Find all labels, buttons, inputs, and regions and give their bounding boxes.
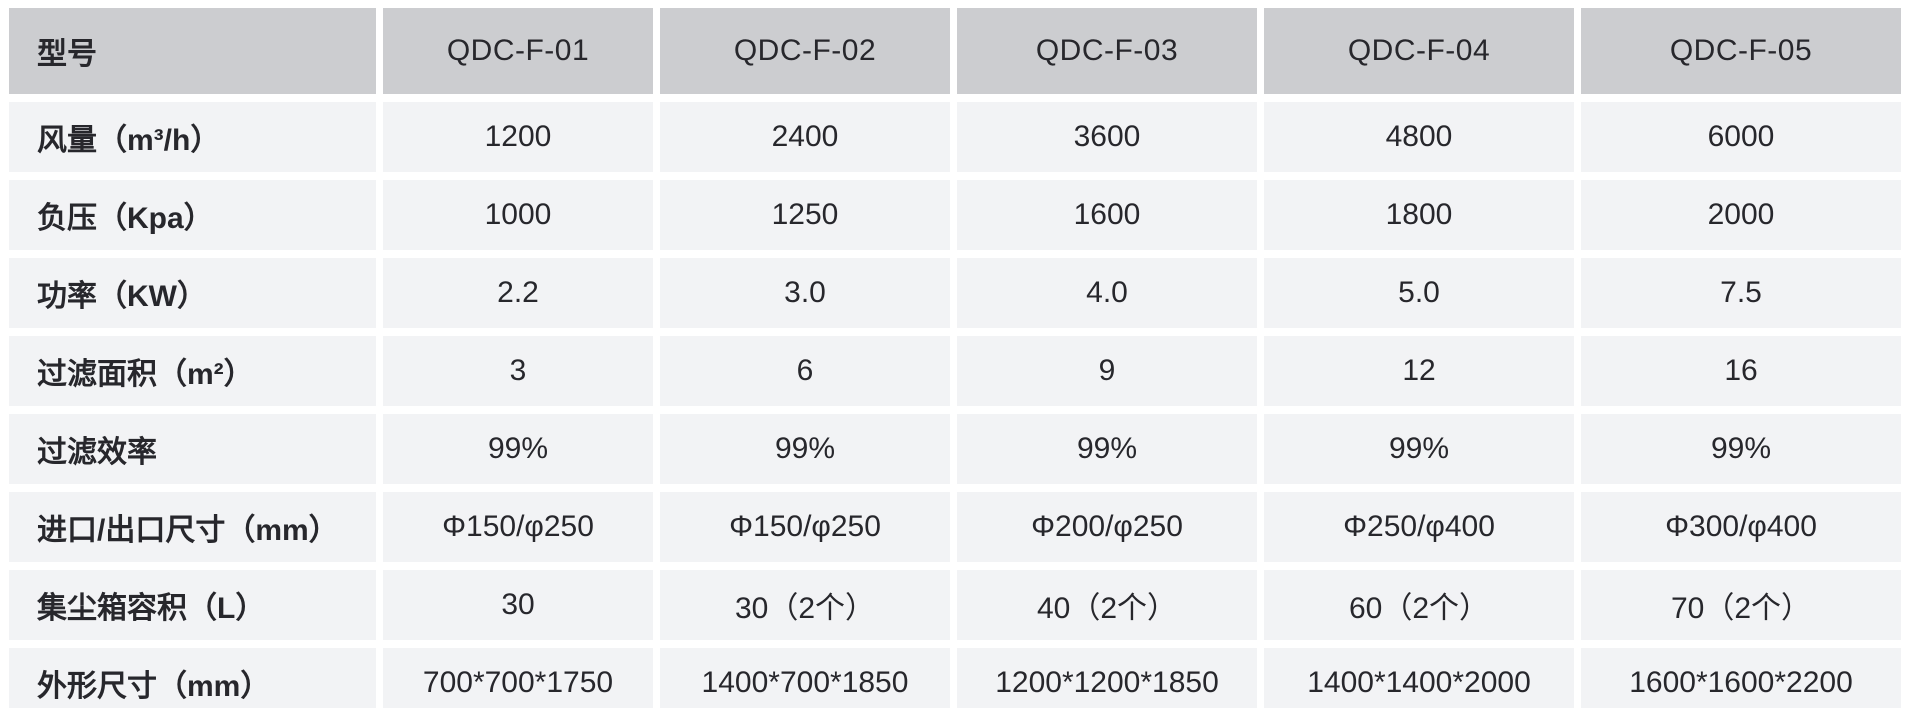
value-cell: 3600 [957,102,1257,172]
table-row: 风量（m³/h） 1200 2400 3600 4800 6000 [9,102,1901,172]
value-cell: Φ300/φ400 [1581,492,1901,562]
model-header-cell: QDC-F-05 [1581,8,1901,94]
table-row: 负压（Kpa） 1000 1250 1600 1800 2000 [9,180,1901,250]
value-cell: Φ250/φ400 [1264,492,1574,562]
model-header-cell: QDC-F-04 [1264,8,1574,94]
value-cell: 2000 [1581,180,1901,250]
value-cell: 1200 [383,102,653,172]
value-cell: Φ150/φ250 [660,492,950,562]
value-cell: 99% [1264,414,1574,484]
row-label-cell: 负压（Kpa） [9,180,376,250]
value-cell: 70（2个） [1581,570,1901,640]
value-cell: 9 [957,336,1257,406]
row-label-cell: 进口/出口尺寸（mm） [9,492,376,562]
value-cell: 3.0 [660,258,950,328]
value-cell: 2400 [660,102,950,172]
row-label-cell: 外形尺寸（mm） [9,648,376,708]
value-cell: 3 [383,336,653,406]
header-label-cell: 型号 [9,8,376,94]
table-row: 过滤效率 99% 99% 99% 99% 99% [9,414,1901,484]
value-cell: 16 [1581,336,1901,406]
table-row: 集尘箱容积（L） 30 30（2个） 40（2个） 60（2个） 70（2个） [9,570,1901,640]
value-cell: 700*700*1750 [383,648,653,708]
value-cell: 4800 [1264,102,1574,172]
table-row: 过滤面积（m²） 3 6 9 12 16 [9,336,1901,406]
value-cell: Φ150/φ250 [383,492,653,562]
value-cell: 30（2个） [660,570,950,640]
value-cell: 6 [660,336,950,406]
value-cell: 99% [957,414,1257,484]
value-cell: 4.0 [957,258,1257,328]
value-cell: 60（2个） [1264,570,1574,640]
value-cell: 40（2个） [957,570,1257,640]
value-cell: 1800 [1264,180,1574,250]
value-cell: 1200*1200*1850 [957,648,1257,708]
value-cell: 2.2 [383,258,653,328]
value-cell: 5.0 [1264,258,1574,328]
row-label-cell: 功率（KW） [9,258,376,328]
model-header-cell: QDC-F-03 [957,8,1257,94]
value-cell: 99% [1581,414,1901,484]
value-cell: 1600 [957,180,1257,250]
value-cell: 6000 [1581,102,1901,172]
row-label-cell: 集尘箱容积（L） [9,570,376,640]
header-row: 型号 QDC-F-01 QDC-F-02 QDC-F-03 QDC-F-04 Q… [9,8,1901,94]
value-cell: 99% [660,414,950,484]
row-label-cell: 风量（m³/h） [9,102,376,172]
table-row: 外形尺寸（mm） 700*700*1750 1400*700*1850 1200*12… [9,648,1901,708]
value-cell: 1600*1600*2200 [1581,648,1901,708]
table-row: 进口/出口尺寸（mm） Φ150/φ250 Φ150/φ250 Φ200/φ250 Φ2… [9,492,1901,562]
row-label-cell: 过滤效率 [9,414,376,484]
table-row: 功率（KW） 2.2 3.0 4.0 5.0 7.5 [9,258,1901,328]
value-cell: 12 [1264,336,1574,406]
value-cell: 30 [383,570,653,640]
value-cell: 1250 [660,180,950,250]
value-cell: Φ200/φ250 [957,492,1257,562]
value-cell: 1000 [383,180,653,250]
value-cell: 1400*1400*2000 [1264,648,1574,708]
model-header-cell: QDC-F-01 [383,8,653,94]
spec-table-header: 型号 QDC-F-01 QDC-F-02 QDC-F-03 QDC-F-04 Q… [9,8,1901,94]
value-cell: 99% [383,414,653,484]
model-header-cell: QDC-F-02 [660,8,950,94]
value-cell: 7.5 [1581,258,1901,328]
row-label-cell: 过滤面积（m²） [9,336,376,406]
spec-table-body: 风量（m³/h） 1200 2400 3600 4800 6000 负压（Kpa） 1000 1… [9,102,1901,708]
value-cell: 1400*700*1850 [660,648,950,708]
